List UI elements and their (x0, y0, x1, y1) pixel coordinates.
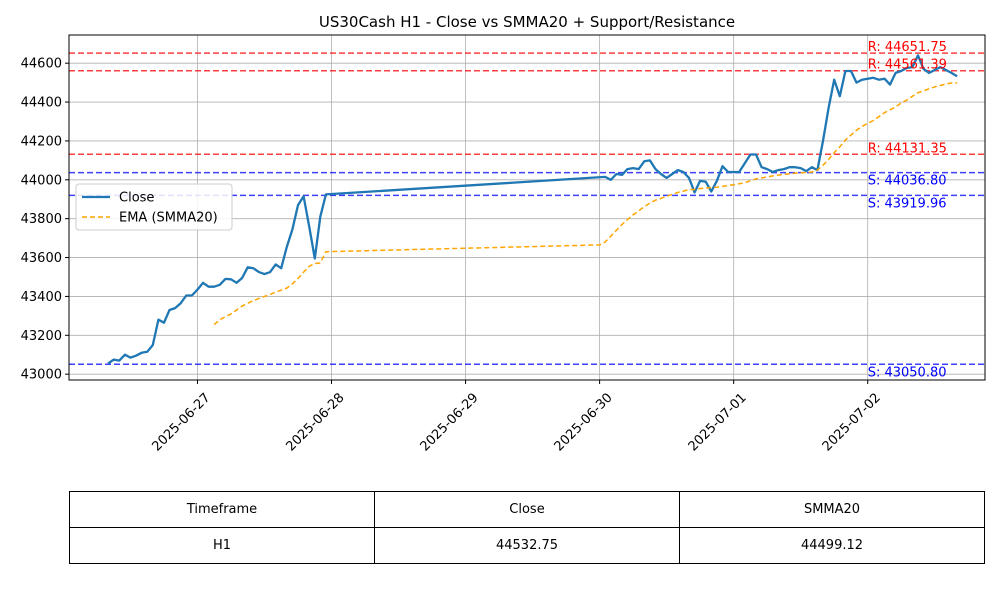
table-cell-timeframe: H1 (69, 527, 375, 564)
x-tick-label: 2025-06-28 (284, 390, 348, 454)
x-tick-label: 2025-07-01 (686, 390, 750, 454)
legend-smma-label: EMA (SMMA20) (119, 211, 218, 226)
y-tick-label: 43800 (21, 212, 62, 227)
legend: Close EMA (SMMA20) (75, 183, 233, 231)
table-row: H1 44532.75 44499.12 (69, 527, 985, 564)
smma-series-line (213, 82, 958, 326)
y-axis: 43000 43200 43400 43600 43800 44000 44200 44400… (21, 57, 69, 383)
chart: US30Cash H1 - Close vs SMMA20 + Support/… (21, 13, 986, 454)
legend-close-label: Close (119, 191, 154, 206)
level-labels: R: 44651.75 R: 44561.39 R: 44131.35 S: 4403… (868, 40, 947, 380)
table-header-timeframe: Timeframe (69, 491, 375, 528)
resistance-label: R: 44651.75 (868, 40, 947, 55)
plot-frame (68, 34, 986, 381)
close-series-line (107, 54, 958, 365)
support-label: S: 43050.80 (868, 365, 947, 380)
table-header-row: Timeframe Close SMMA20 (69, 491, 985, 528)
resistance-label: R: 44561.39 (868, 58, 947, 73)
resistance-label: R: 44131.35 (868, 141, 947, 156)
table-cell-smma20: 44499.12 (679, 527, 985, 564)
chart-title: US30Cash H1 - Close vs SMMA20 + Support/… (319, 13, 735, 31)
grid (69, 35, 985, 380)
summary-table: Timeframe Close SMMA20 H1 44532.75 44499… (69, 491, 985, 564)
x-axis: 2025-06-27 2025-06-28 2025-06-29 2025-06-30… (149, 380, 884, 454)
y-tick-label: 44400 (21, 96, 62, 111)
table-cell-close: 44532.75 (374, 527, 680, 564)
x-tick-label: 2025-06-30 (552, 390, 616, 454)
table-header-close: Close (374, 491, 680, 528)
x-tick-label: 2025-07-02 (820, 390, 884, 454)
support-label: S: 43919.96 (868, 196, 947, 211)
y-tick-label: 44000 (21, 173, 62, 188)
series-group (107, 54, 958, 365)
x-tick-label: 2025-06-27 (149, 390, 213, 454)
y-tick-label: 43200 (21, 329, 62, 344)
x-tick-label: 2025-06-29 (418, 390, 482, 454)
support-label: S: 44036.80 (868, 174, 947, 189)
y-tick-label: 44200 (21, 134, 62, 149)
y-tick-label: 44600 (21, 57, 62, 72)
legend-box (75, 183, 233, 231)
y-tick-label: 43600 (21, 251, 62, 266)
y-tick-label: 43000 (21, 368, 62, 383)
y-tick-label: 43400 (21, 290, 62, 305)
table-header-smma20: SMMA20 (679, 491, 985, 528)
